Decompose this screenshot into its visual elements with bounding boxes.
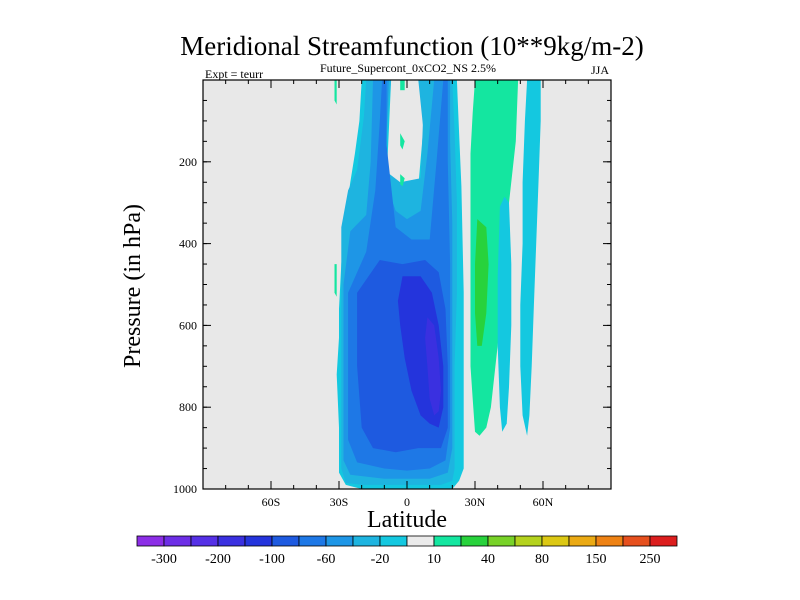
colorbar-swatch — [163, 535, 192, 547]
colorbar-swatch — [244, 535, 273, 547]
x-tick-label: 30N — [465, 495, 486, 509]
colorbar-label: -60 — [317, 552, 336, 567]
colorbar-swatch — [325, 535, 354, 547]
colorbar-swatch — [352, 535, 381, 547]
colorbar-swatch — [649, 535, 678, 547]
colorbar: -300 -200 -100 -60 -20 10 40 80 150 250 — [136, 535, 678, 567]
x-tick-label: 60N — [533, 495, 554, 509]
x-tick-label: 60S — [262, 495, 281, 509]
contour-region-8 — [400, 80, 405, 91]
colorbar-swatch — [622, 535, 651, 547]
experiment-label: Expt = teurr — [205, 67, 263, 81]
chart-subtitle: Future_Supercont_0xCO2_NS 2.5% — [320, 61, 496, 75]
colorbar-swatch — [514, 535, 543, 547]
colorbar-label: 250 — [640, 552, 661, 567]
contour-region-15 — [497, 196, 512, 432]
y-tick-label: 1000 — [173, 482, 197, 496]
x-tick-label: 0 — [404, 495, 410, 509]
y-tick-label: 200 — [179, 155, 197, 169]
contour-region-12 — [470, 80, 519, 436]
colorbar-swatch — [298, 535, 327, 547]
colorbar-label: -20 — [371, 552, 390, 567]
colorbar-swatch — [217, 535, 246, 547]
plot-area — [203, 80, 611, 489]
colorbar-swatch — [379, 535, 408, 547]
season-label: JJA — [591, 63, 609, 77]
colorbar-label: 80 — [535, 552, 549, 567]
y-tick-label: 800 — [179, 400, 197, 414]
colorbar-swatch — [433, 535, 462, 547]
colorbar-label: 10 — [427, 552, 441, 567]
contour-region-9 — [400, 133, 405, 150]
contour-region-6 — [425, 317, 441, 416]
colorbar-swatch — [271, 535, 300, 547]
colorbar-swatch — [487, 535, 516, 547]
contour-region-7 — [334, 80, 337, 105]
x-axis-label: Latitude — [367, 507, 447, 533]
colorbar-swatch — [541, 535, 570, 547]
colorbar-label: -300 — [151, 552, 177, 567]
colorbar-label: -200 — [205, 552, 231, 567]
contour-region-10 — [400, 174, 405, 187]
contour-region-14 — [520, 80, 541, 436]
x-tick-label: 30S — [330, 495, 349, 509]
contour-region-11 — [334, 264, 337, 297]
chart-title: Meridional Streamfunction (10**9kg/m-2) — [180, 31, 643, 61]
contour-region-13 — [475, 219, 489, 346]
colorbar-swatch — [136, 535, 165, 547]
colorbar-swatch — [460, 535, 489, 547]
colorbar-swatch — [406, 535, 435, 547]
colorbar-label: 150 — [586, 552, 607, 567]
y-axis-label: Pressure (in hPa) — [120, 204, 146, 368]
y-tick-label: 400 — [179, 237, 197, 251]
colorbar-label: 40 — [481, 552, 495, 567]
colorbar-label: -100 — [259, 552, 285, 567]
colorbar-swatch — [190, 535, 219, 547]
colorbar-swatch — [595, 535, 624, 547]
axes: 60S 30S 0 30N 60N 200 400 600 800 1000 — [173, 79, 612, 509]
y-tick-label: 600 — [179, 318, 197, 332]
colorbar-swatch — [568, 535, 597, 547]
